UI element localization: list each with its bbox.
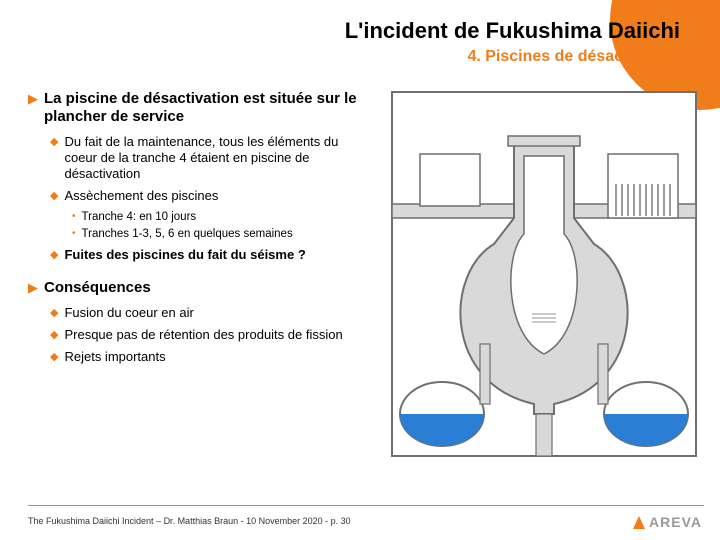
footer-text: The Fukushima Daiichi Incident – Dr. Mat… xyxy=(28,516,351,526)
bullet-text: La piscine de désactivation est située s… xyxy=(44,90,368,126)
diamond-icon: ◆ xyxy=(50,247,58,263)
bullet-l1: ▶ Conséquences xyxy=(28,279,368,297)
bullet-l2: ◆ Assèchement des piscines xyxy=(50,188,368,204)
bullet-text: Fusion du coeur en air xyxy=(64,305,193,321)
footer-divider xyxy=(28,505,704,507)
bullet-l2: ◆ Du fait de la maintenance, tous les él… xyxy=(50,134,368,182)
logo-text: AREVA xyxy=(649,514,702,530)
bullet-l3: • Tranche 4: en 10 jours xyxy=(72,210,368,224)
diamond-icon: ◆ xyxy=(50,327,58,343)
bullet-l2: ◆ Presque pas de rétention des produits … xyxy=(50,327,368,343)
diamond-icon: ◆ xyxy=(50,134,58,182)
bullet-text: Conséquences xyxy=(44,279,151,297)
bullet-l1: ▶ La piscine de désactivation est située… xyxy=(28,90,368,126)
bullet-l2: ◆ Rejets importants xyxy=(50,349,368,365)
page-subtitle: 4. Piscines de désactivation xyxy=(0,48,680,66)
diamond-icon: ◆ xyxy=(50,305,58,321)
bullet-text: Tranche 4: en 10 jours xyxy=(82,210,197,224)
header: L'incident de Fukushima Daiichi 4. Pisci… xyxy=(0,18,680,66)
logo-triangle-icon xyxy=(633,516,646,529)
bullet-content: ▶ La piscine de désactivation est située… xyxy=(28,90,368,371)
bullet-l3: • Tranches 1-3, 5, 6 en quelques semaine… xyxy=(72,227,368,241)
dot-icon: • xyxy=(72,210,76,224)
bullet-text: Assèchement des piscines xyxy=(64,188,218,204)
bullet-text: Rejets importants xyxy=(64,349,165,365)
bullet-text: Fuites des piscines du fait du séisme ? xyxy=(64,247,305,263)
reactor-diagram xyxy=(384,84,704,464)
triangle-icon: ▶ xyxy=(28,279,38,297)
bullet-l2: ◆ Fuites des piscines du fait du séisme … xyxy=(50,247,368,263)
page-title: L'incident de Fukushima Daiichi xyxy=(0,18,680,44)
diamond-icon: ◆ xyxy=(50,349,58,365)
triangle-icon: ▶ xyxy=(28,90,38,126)
dot-icon: • xyxy=(72,227,76,241)
areva-logo: AREVA xyxy=(633,514,702,530)
bullet-text: Du fait de la maintenance, tous les élém… xyxy=(64,134,368,182)
bullet-text: Presque pas de rétention des produits de… xyxy=(64,327,342,343)
diamond-icon: ◆ xyxy=(50,188,58,204)
bullet-text: Tranches 1-3, 5, 6 en quelques semaines xyxy=(82,227,293,241)
bullet-l2: ◆ Fusion du coeur en air xyxy=(50,305,368,321)
